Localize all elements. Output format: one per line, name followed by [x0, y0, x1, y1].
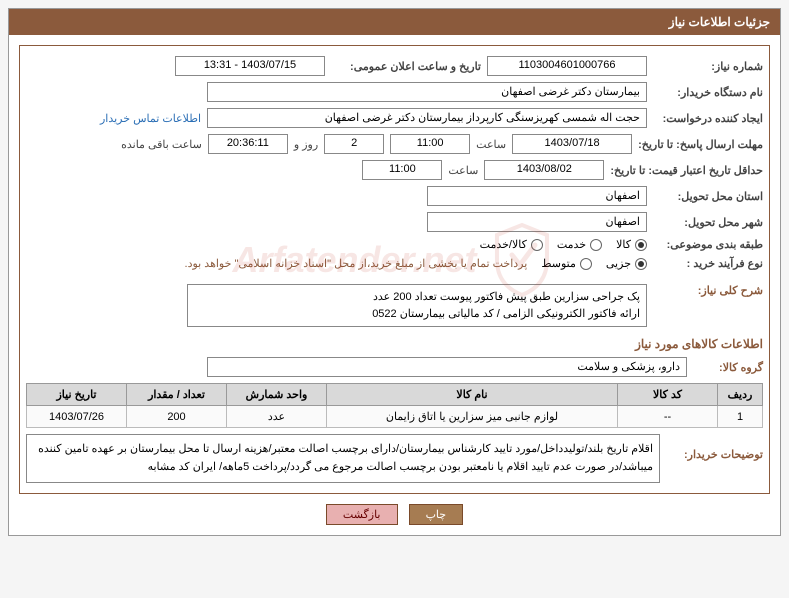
row-deadline: مهلت ارسال پاسخ: تا تاریخ: 1403/07/18 سا…	[26, 134, 763, 154]
deadline-date: 1403/07/18	[512, 134, 632, 154]
row-process-type: نوع فرآیند خرید : جزیی متوسط پرداخت تمام…	[26, 257, 763, 270]
row-city: شهر محل تحویل: اصفهان	[26, 212, 763, 232]
item-class-label: طبقه بندی موضوعی:	[653, 238, 763, 251]
province-value: اصفهان	[427, 186, 647, 206]
row-need-summary: شرح کلی نیاز: پک جراحی سزارین طبق پیش فا…	[26, 284, 763, 327]
table-row: 1 -- لوازم جانبی میز سزارین یا اتاق زایم…	[27, 406, 763, 428]
cell-row: 1	[718, 406, 763, 428]
radio-dot-icon	[635, 258, 647, 270]
validity-date: 1403/08/02	[484, 160, 604, 180]
deadline-remaining-label: ساعت باقی مانده	[121, 138, 202, 151]
buyer-remarks-label: توضیحات خریدار:	[668, 434, 763, 461]
th-row: ردیف	[718, 384, 763, 406]
radio-goods[interactable]: کالا	[616, 238, 647, 251]
announce-date-value: 1403/07/15 - 13:31	[175, 56, 325, 76]
city-value: اصفهان	[427, 212, 647, 232]
radio-both-label: کالا/خدمت	[480, 238, 527, 251]
panel-title: جزئیات اطلاعات نیاز	[9, 9, 780, 35]
process-type-label: نوع فرآیند خرید :	[653, 257, 763, 270]
radio-dot-icon	[635, 239, 647, 251]
button-row: چاپ بازگشت	[19, 504, 770, 525]
radio-goods-label: کالا	[616, 238, 631, 251]
print-button[interactable]: چاپ	[409, 504, 464, 525]
contact-buyer-link[interactable]: اطلاعات تماس خریدار	[100, 112, 201, 125]
validity-time: 11:00	[362, 160, 442, 180]
deadline-days: 2	[324, 134, 384, 154]
th-unit: واحد شمارش	[227, 384, 327, 406]
goods-group-value: دارو، پزشکی و سلامت	[207, 357, 687, 377]
city-label: شهر محل تحویل:	[653, 216, 763, 229]
radio-dot-icon	[590, 239, 602, 251]
th-code: کد کالا	[618, 384, 718, 406]
form-container: شماره نیاز: 1103004601000766 تاریخ و ساع…	[19, 45, 770, 494]
radio-medium-label: متوسط	[541, 257, 576, 270]
cell-date: 1403/07/26	[27, 406, 127, 428]
radio-dot-icon	[580, 258, 592, 270]
need-number-label: شماره نیاز:	[653, 60, 763, 73]
cell-qty: 200	[127, 406, 227, 428]
need-summary-value: پک جراحی سزارین طبق پیش فاکتور پیوست تعد…	[187, 284, 647, 327]
row-item-class: طبقه بندی موضوعی: کالا خدمت کالا/خدمت	[26, 238, 763, 251]
cell-unit: عدد	[227, 406, 327, 428]
th-date: تاریخ نیاز	[27, 384, 127, 406]
row-need-number: شماره نیاز: 1103004601000766 تاریخ و ساع…	[26, 56, 763, 76]
process-type-radios: جزیی متوسط	[541, 257, 647, 270]
table-header-row: ردیف کد کالا نام کالا واحد شمارش تعداد /…	[27, 384, 763, 406]
requester-label: ایجاد کننده درخواست:	[653, 112, 763, 125]
goods-section-title: اطلاعات کالاهای مورد نیاز	[26, 337, 763, 351]
need-summary-label: شرح کلی نیاز:	[653, 284, 763, 297]
goods-table: ردیف کد کالا نام کالا واحد شمارش تعداد /…	[26, 383, 763, 428]
row-buyer-remarks: توضیحات خریدار: اقلام تاریخ بلند/تولیددا…	[26, 434, 763, 483]
radio-medium[interactable]: متوسط	[541, 257, 592, 270]
cell-code: --	[618, 406, 718, 428]
panel-body: Arfatender.net شماره نیاز: 1103004601000…	[9, 35, 780, 535]
back-button[interactable]: بازگشت	[326, 504, 398, 525]
radio-small-label: جزیی	[606, 257, 631, 270]
process-type-hint: پرداخت تمام یا بخشی از مبلغ خرید،از محل …	[185, 257, 528, 270]
radio-service-label: خدمت	[557, 238, 586, 251]
validity-time-label: ساعت	[448, 164, 478, 177]
goods-group-label: گروه کالا:	[693, 361, 763, 374]
th-name: نام کالا	[327, 384, 618, 406]
deadline-clock: 20:36:11	[208, 134, 288, 154]
buyer-remarks-value: اقلام تاریخ بلند/تولیدداخل/مورد تایید کا…	[26, 434, 660, 483]
deadline-time-label: ساعت	[476, 138, 506, 151]
th-qty: تعداد / مقدار	[127, 384, 227, 406]
requester-value: حجت اله شمسی کهریزسنگی کارپرداز بیمارستا…	[207, 108, 647, 128]
buyer-org-value: بیمارستان دکتر غرضی اصفهان	[207, 82, 647, 102]
item-class-radios: کالا خدمت کالا/خدمت	[480, 238, 647, 251]
need-number-value: 1103004601000766	[487, 56, 647, 76]
province-label: استان محل تحویل:	[653, 190, 763, 203]
deadline-days-label: روز و	[294, 138, 318, 151]
row-province: استان محل تحویل: اصفهان	[26, 186, 763, 206]
deadline-time: 11:00	[390, 134, 470, 154]
row-validity: حداقل تاریخ اعتبار قیمت: تا تاریخ: 1403/…	[26, 160, 763, 180]
row-goods-group: گروه کالا: دارو، پزشکی و سلامت	[26, 357, 763, 377]
deadline-label: مهلت ارسال پاسخ: تا تاریخ:	[638, 138, 763, 151]
radio-both[interactable]: کالا/خدمت	[480, 238, 543, 251]
radio-dot-icon	[531, 239, 543, 251]
announce-date-label: تاریخ و ساعت اعلان عمومی:	[331, 60, 481, 73]
radio-service[interactable]: خدمت	[557, 238, 602, 251]
main-panel: جزئیات اطلاعات نیاز Arfatender.net شماره…	[8, 8, 781, 536]
radio-small[interactable]: جزیی	[606, 257, 647, 270]
buyer-org-label: نام دستگاه خریدار:	[653, 86, 763, 99]
row-buyer-org: نام دستگاه خریدار: بیمارستان دکتر غرضی ا…	[26, 82, 763, 102]
cell-name: لوازم جانبی میز سزارین یا اتاق زایمان	[327, 406, 618, 428]
validity-label: حداقل تاریخ اعتبار قیمت: تا تاریخ:	[610, 164, 763, 177]
row-requester: ایجاد کننده درخواست: حجت اله شمسی کهریزس…	[26, 108, 763, 128]
